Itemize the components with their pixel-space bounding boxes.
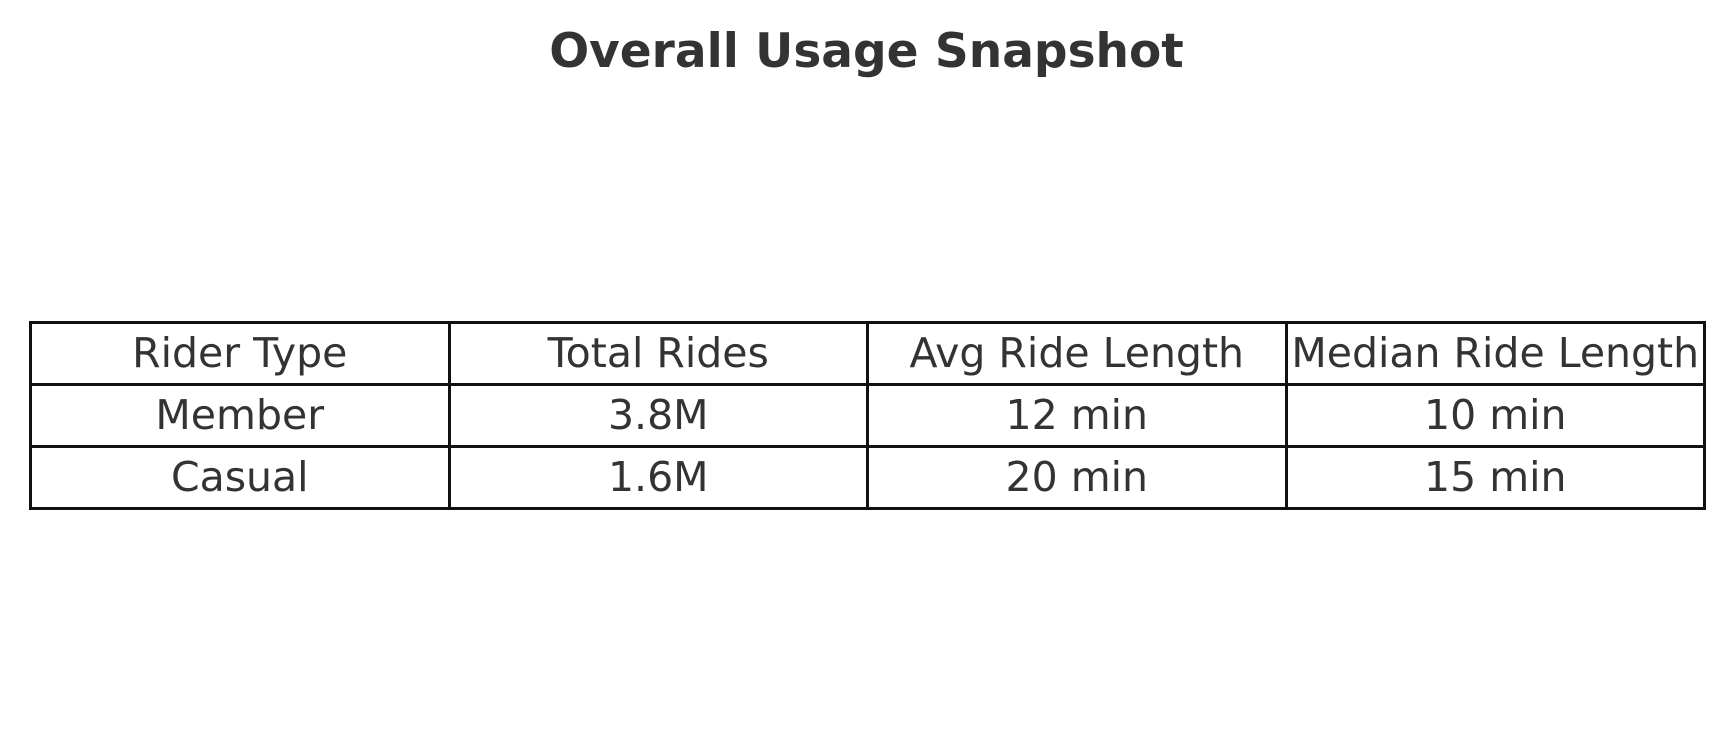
cell-rider-type: Member	[29, 383, 451, 448]
header-avg-ride-length: Avg Ride Length	[866, 321, 1288, 386]
cell-avg-ride-length: 12 min	[866, 383, 1288, 448]
cell-total-rides: 3.8M	[447, 383, 869, 448]
header-rider-type: Rider Type	[29, 321, 451, 386]
cell-total-rides: 1.6M	[447, 445, 869, 510]
chart-title: Overall Usage Snapshot	[549, 24, 1184, 79]
table-row: Casual 1.6M 20 min 15 min	[29, 445, 1706, 510]
cell-rider-type: Casual	[29, 445, 451, 510]
cell-median-ride-length: 15 min	[1284, 445, 1706, 510]
table-header-row: Rider Type Total Rides Avg Ride Length M…	[29, 321, 1706, 386]
table-row: Member 3.8M 12 min 10 min	[29, 383, 1706, 448]
usage-table-container: Rider Type Total Rides Avg Ride Length M…	[29, 321, 1706, 510]
header-median-ride-length: Median Ride Length	[1284, 321, 1706, 386]
usage-table: Rider Type Total Rides Avg Ride Length M…	[29, 321, 1706, 510]
header-total-rides: Total Rides	[447, 321, 869, 386]
cell-median-ride-length: 10 min	[1284, 383, 1706, 448]
cell-avg-ride-length: 20 min	[866, 445, 1288, 510]
